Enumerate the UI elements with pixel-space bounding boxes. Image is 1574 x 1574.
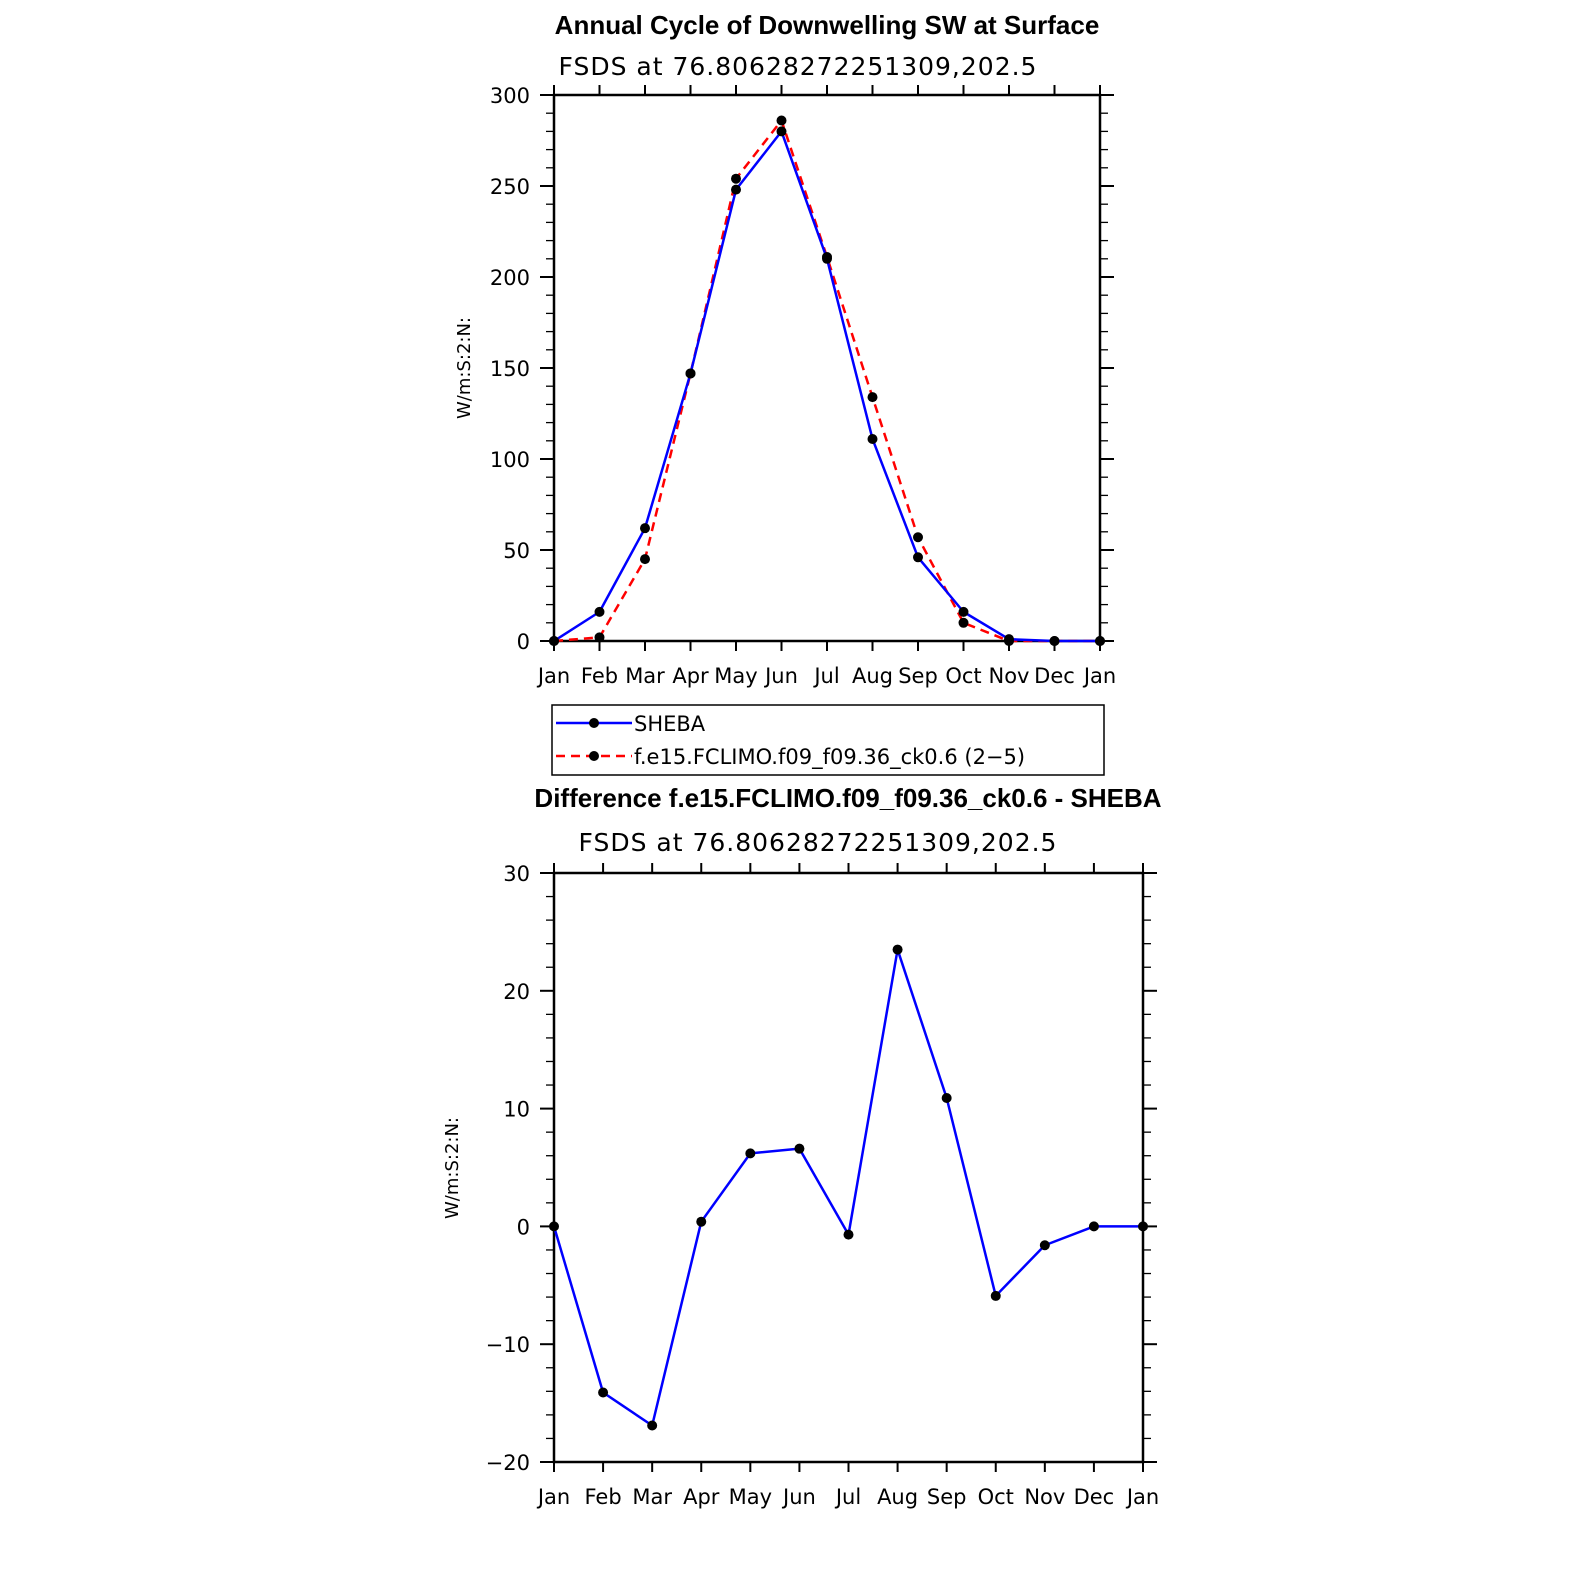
annual-cycle-chart: Annual Cycle of Downwelling SW at Surfac… xyxy=(454,10,1116,776)
y-tick-label: 30 xyxy=(503,862,530,886)
x-tick-label: Nov xyxy=(989,664,1030,688)
plot-border xyxy=(552,871,1145,1464)
data-point-1 xyxy=(549,636,559,646)
data-point-0 xyxy=(776,126,787,137)
y-tick-label: 0 xyxy=(517,630,530,654)
series-line-1 xyxy=(553,119,1100,643)
data-point-0 xyxy=(843,1229,854,1240)
data-point-0 xyxy=(549,1221,559,1232)
y-axis-label: W/m:S:2:N: xyxy=(442,1117,463,1219)
data-point-0 xyxy=(598,1387,609,1398)
data-point-0 xyxy=(867,433,878,444)
legend: SHEBA f.e15.FCLIMO.f09_f09.36_ck0.6 (2−5… xyxy=(551,704,1105,776)
x-tick-label: Jun xyxy=(763,664,798,688)
data-point-1 xyxy=(731,173,741,184)
x-tick-label: Apr xyxy=(683,1485,720,1509)
legend-box xyxy=(551,704,1105,776)
y-axis-label: W/m:S:2:N: xyxy=(454,317,475,419)
data-point-0 xyxy=(794,1143,805,1154)
x-tick-label: May xyxy=(714,664,757,688)
y-tick-label: 50 xyxy=(503,539,530,563)
x-tick-label: Mar xyxy=(632,1485,672,1509)
x-tick-label: Oct xyxy=(945,664,981,688)
x-tick-label: Jan xyxy=(536,664,570,688)
x-tick-label: Jul xyxy=(812,664,839,688)
x-tick-label: Aug xyxy=(877,1485,918,1509)
data-point-0 xyxy=(1039,1240,1050,1251)
y-tick-label: 20 xyxy=(503,980,530,1004)
y-tick-label: 200 xyxy=(490,266,530,290)
x-tick-label: Oct xyxy=(978,1485,1014,1509)
data-point-1 xyxy=(1004,636,1014,646)
plot-border xyxy=(552,93,1102,643)
data-point-0 xyxy=(696,1216,707,1227)
x-tick-label: Jun xyxy=(781,1485,816,1509)
y-tick-label: 100 xyxy=(490,448,530,472)
series-marks xyxy=(549,115,1105,646)
data-point-1 xyxy=(867,392,878,403)
difference-chart: Difference f.e15.FCLIMO.f09_f09.36_ck0.6… xyxy=(442,783,1162,1509)
x-tick-label: Apr xyxy=(672,664,709,688)
x-tick-label: Sep xyxy=(927,1485,967,1509)
data-point-0 xyxy=(594,606,605,617)
x-tick-label: Jan xyxy=(1125,1485,1159,1509)
legend-label-model: f.e15.FCLIMO.f09_f09.36_ck0.6 (2−5) xyxy=(634,745,1025,770)
data-point-0 xyxy=(958,606,969,617)
data-point-0 xyxy=(913,552,923,563)
y-tick-label: 10 xyxy=(503,1098,530,1122)
series-line-0 xyxy=(552,948,1143,1427)
axis-ticks: Jan Feb Mar Apr May Jun Jul Aug Sep Oct Nov Dec Jan0… xyxy=(490,84,1116,688)
x-tick-label: Sep xyxy=(898,664,938,688)
chart-subtitle: FSDS at 76.80628272251309,202.5 xyxy=(559,52,1038,81)
data-point-0 xyxy=(1138,1221,1148,1232)
data-point-1 xyxy=(776,115,787,126)
data-point-0 xyxy=(745,1148,756,1159)
data-point-1 xyxy=(685,368,696,379)
axis-ticks: Jan Feb Mar Apr May Jun Jul Aug Sep Oct Nov Dec Jan−… xyxy=(486,862,1160,1509)
x-tick-label: May xyxy=(729,1485,772,1509)
data-point-1 xyxy=(594,632,605,643)
legend-marker-sheba xyxy=(589,718,599,728)
legend-label-sheba: SHEBA xyxy=(634,712,706,736)
series-marks xyxy=(549,944,1148,1431)
data-point-1 xyxy=(640,554,650,565)
data-point-0 xyxy=(731,184,741,195)
x-tick-label: Nov xyxy=(1024,1485,1065,1509)
chart-title: Annual Cycle of Downwelling SW at Surfac… xyxy=(555,10,1100,40)
x-tick-label: Feb xyxy=(584,1485,621,1509)
data-point-1 xyxy=(913,532,923,543)
y-tick-label: −10 xyxy=(486,1333,530,1357)
chart-title: Difference f.e15.FCLIMO.f09_f09.36_ck0.6… xyxy=(534,783,1161,813)
x-tick-label: Jan xyxy=(1082,664,1116,688)
data-point-1 xyxy=(822,251,832,262)
x-tick-label: Jul xyxy=(834,1485,861,1509)
x-tick-label: Feb xyxy=(581,664,618,688)
data-point-0 xyxy=(892,944,903,955)
series-line-0 xyxy=(553,130,1100,643)
data-point-1 xyxy=(958,617,969,628)
data-point-0 xyxy=(647,1420,658,1431)
x-tick-label: Mar xyxy=(625,664,665,688)
chart-subtitle: FSDS at 76.80628272251309,202.5 xyxy=(579,828,1058,857)
y-tick-label: 250 xyxy=(490,175,530,199)
x-tick-label: Dec xyxy=(1034,664,1075,688)
legend-marker-model xyxy=(589,751,599,761)
y-tick-label: 0 xyxy=(517,1215,530,1239)
x-tick-label: Dec xyxy=(1074,1485,1115,1509)
plot-area xyxy=(552,93,1102,643)
data-point-0 xyxy=(990,1290,1001,1301)
data-point-0 xyxy=(1088,1221,1099,1232)
x-tick-label: Aug xyxy=(852,664,893,688)
plot-area xyxy=(552,871,1145,1464)
data-point-1 xyxy=(1095,636,1105,646)
y-tick-label: 300 xyxy=(490,84,530,108)
data-point-0 xyxy=(640,523,650,534)
y-tick-label: 150 xyxy=(490,357,530,381)
data-point-1 xyxy=(1049,636,1060,646)
x-tick-label: Jan xyxy=(536,1485,570,1509)
y-tick-label: −20 xyxy=(486,1451,530,1475)
data-point-0 xyxy=(941,1092,952,1103)
